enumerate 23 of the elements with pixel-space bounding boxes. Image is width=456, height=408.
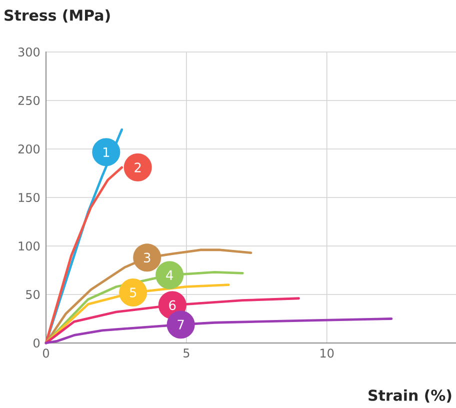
- point: [166, 310, 195, 339]
- y-tick-label: 250: [18, 96, 40, 106]
- point: [119, 278, 148, 307]
- y-tick-label: 300: [18, 47, 40, 57]
- series-label: 5: [130, 288, 136, 298]
- series-label: 4: [166, 270, 173, 280]
- series-label: 2: [134, 162, 141, 172]
- x-tick-label: 10: [320, 348, 334, 358]
- series-label: 3: [144, 252, 150, 263]
- series-label: 6: [169, 300, 176, 310]
- point: [156, 261, 184, 290]
- x-tick-label: 0: [42, 348, 50, 358]
- x-tick-label: 5: [184, 348, 190, 358]
- y-tick-label: 50: [26, 290, 40, 300]
- x-axis-title: Strain (%): [368, 389, 452, 403]
- series-label: 7: [178, 320, 184, 330]
- y-tick-label: 150: [18, 192, 40, 202]
- point: [133, 244, 162, 272]
- y-tick-label: 100: [18, 241, 40, 251]
- y-tick-label: 0: [34, 338, 40, 348]
- series-label: 1: [103, 147, 110, 157]
- y-axis-title: Stress (MPa): [4, 9, 110, 23]
- y-tick-label: 200: [18, 144, 40, 154]
